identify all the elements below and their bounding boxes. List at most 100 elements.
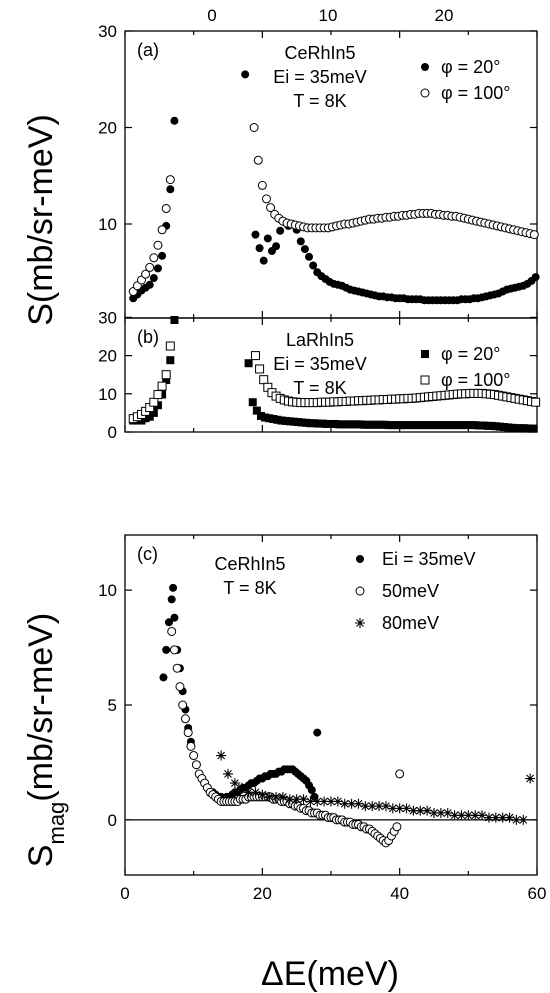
data-point [157, 381, 167, 391]
data-point [520, 424, 529, 433]
data-point [141, 269, 151, 279]
y-axis-title-top: S(mb/sr-meV) [22, 114, 60, 326]
data-point [149, 408, 158, 417]
data-point [497, 812, 508, 823]
data-point [161, 204, 171, 214]
legend-marker [355, 618, 365, 628]
data-point [312, 796, 323, 807]
data-point [269, 415, 278, 424]
legend-entry: 50meV [382, 581, 439, 601]
data-point [347, 420, 356, 429]
data-point [162, 645, 171, 654]
panels-group: 30 20 10 0 10 20 (a) CeRhIn5 Ei = 35meV T = 8K φ =… [98, 6, 546, 903]
data-point [271, 791, 282, 802]
data-point [355, 420, 364, 429]
data-point [417, 421, 426, 430]
data-point [434, 421, 443, 430]
x-tick-label: 60 [528, 884, 547, 903]
data-point [516, 424, 525, 433]
data-point [277, 791, 288, 802]
data-point [229, 778, 240, 789]
data-point [170, 316, 179, 324]
data-point [164, 618, 173, 627]
data-point [289, 417, 298, 426]
data-point [477, 810, 488, 821]
data-point [421, 421, 430, 430]
panel-title-line: Ei = 35meV [273, 354, 367, 374]
x-tick-label: 0 [120, 884, 129, 903]
data-point [265, 414, 274, 423]
data-point [429, 807, 439, 818]
legend-entry: φ = 100° [441, 370, 510, 390]
data-point [353, 798, 364, 809]
y-tick-label: 0 [108, 811, 117, 830]
legend-marker [421, 350, 429, 358]
data-point [518, 814, 529, 825]
data-point [508, 423, 517, 432]
y-tick-label: 5 [108, 696, 117, 715]
data-point [253, 155, 263, 165]
data-point [276, 226, 285, 235]
data-point [430, 421, 438, 430]
data-point [172, 663, 182, 673]
y-tick-label: 10 [98, 385, 117, 404]
data-point [495, 422, 504, 431]
panel-title-line: CeRhIn5 [284, 43, 355, 63]
data-point [384, 421, 393, 430]
panel-title-line: CeRhIn5 [214, 554, 285, 574]
data-point [327, 419, 335, 428]
data-point [255, 244, 264, 253]
panel-title-line: T = 8K [293, 378, 346, 398]
data-point [305, 252, 314, 261]
data-point [153, 390, 163, 400]
data-point [162, 376, 171, 385]
legend-entry: φ = 20° [441, 57, 500, 77]
data-point [169, 583, 178, 592]
data-point [415, 805, 426, 816]
data-point [285, 417, 294, 426]
legend-entry: 80meV [382, 613, 439, 633]
data-point [456, 810, 467, 821]
data-point [487, 421, 496, 430]
data-point [223, 768, 233, 779]
data-point [319, 796, 330, 807]
data-point [257, 180, 267, 190]
data-point [307, 786, 316, 794]
top-axis-tick-label: 20 [435, 6, 454, 25]
data-point [180, 714, 190, 724]
legend-marker [421, 63, 429, 71]
data-point [528, 424, 537, 433]
data-point [339, 420, 348, 429]
y-axis-title-bottom: Smag(mb/sr-meV) [22, 613, 69, 867]
data-point [149, 397, 159, 407]
data-point [331, 419, 340, 428]
data-point [408, 805, 419, 816]
data-point [531, 397, 541, 407]
series-1 [128, 123, 539, 297]
data-point [475, 421, 484, 430]
data-point [167, 595, 176, 604]
data-point [175, 682, 185, 692]
data-point [462, 421, 471, 430]
data-point [259, 375, 269, 385]
legend-marker [356, 555, 364, 563]
data-point [272, 242, 281, 251]
data-point [463, 810, 474, 821]
data-point [351, 420, 360, 429]
data-point [442, 807, 453, 818]
data-point [157, 225, 167, 235]
data-point [409, 421, 418, 430]
data-point [178, 700, 188, 710]
top-axis-tick-label: 0 [207, 6, 216, 25]
data-point [392, 421, 401, 430]
data-point [145, 412, 154, 421]
x-tick-label: 20 [253, 884, 272, 903]
panel-label: (c) [137, 544, 158, 564]
data-point [392, 822, 402, 832]
data-point [241, 70, 250, 79]
data-point [236, 782, 247, 793]
data-point [153, 240, 163, 250]
y-tick-label: 0 [108, 423, 117, 442]
data-point [296, 237, 305, 246]
legend-marker [420, 375, 430, 385]
